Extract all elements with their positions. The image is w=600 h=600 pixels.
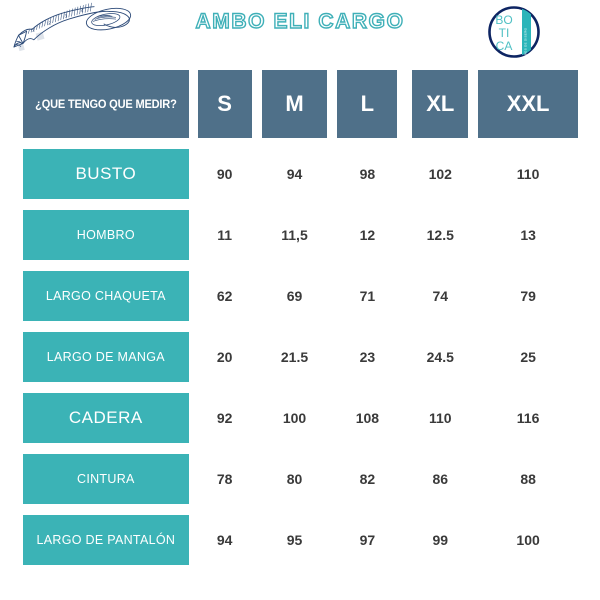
svg-text:TI: TI — [499, 26, 510, 40]
svg-text:CA: CA — [496, 39, 513, 53]
svg-text:AMBOS DE DISEÑO: AMBOS DE DISEÑO — [523, 27, 528, 60]
svg-text:BO: BO — [495, 13, 512, 27]
